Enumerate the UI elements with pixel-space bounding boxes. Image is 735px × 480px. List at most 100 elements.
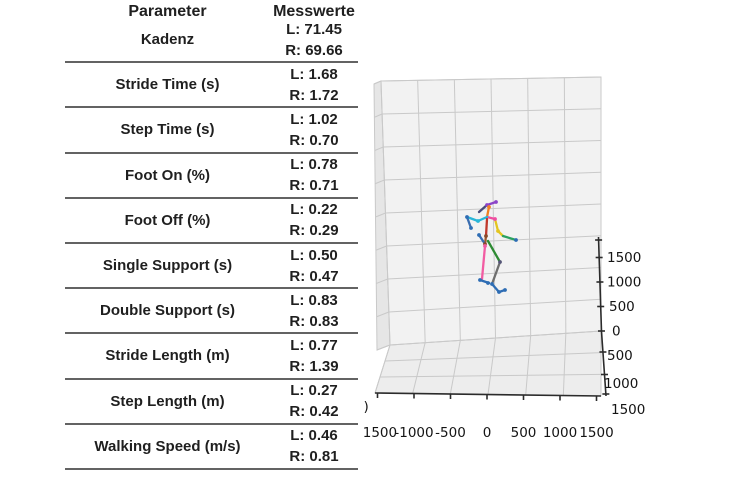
- skeleton-bone: [480, 244, 487, 281]
- value-right: R: 1.72: [289, 86, 339, 104]
- parameter-label: Stride Length (m): [105, 347, 230, 365]
- parameter-label: Foot Off (%): [124, 211, 211, 229]
- header-messwerte: Messwerte: [273, 3, 355, 20]
- table-body: Kadenz L: 71.45 R: 69.66 Stride Time (s)…: [65, 18, 358, 470]
- x-tick-label: -1500: [363, 425, 397, 441]
- skeleton-joint: [496, 229, 500, 233]
- clipped-axis-glyph: ): [364, 399, 369, 415]
- skeleton-bone: [465, 215, 480, 223]
- depth-tick-label: 1000: [604, 376, 638, 392]
- x-tick-label: 1500: [579, 425, 613, 441]
- skeleton-joint: [476, 219, 480, 223]
- value-left: L: 1.68: [290, 65, 338, 83]
- skeleton-joint: [469, 226, 473, 230]
- skeleton-bone: [486, 239, 502, 264]
- plot-axes: [374, 236, 610, 401]
- value-right: R: 0.47: [289, 267, 339, 285]
- depth-tick-label: 500: [607, 348, 633, 364]
- x-tick-label: -1000: [394, 425, 433, 441]
- table-row: Walking Speed (m/s) L: 0.46 R: 0.81: [65, 425, 358, 470]
- parameter-label: Walking Speed (m/s): [94, 437, 241, 455]
- value-right: R: 1.39: [289, 357, 339, 375]
- parameter-label: Step Time (s): [120, 121, 215, 139]
- plot-tick-labels: 15001000500050010001500-1500-1000-500050…: [363, 250, 645, 441]
- value-right: R: 0.81: [289, 448, 339, 466]
- skeleton-bone: [501, 234, 518, 242]
- parameter-label: Stride Time (s): [115, 76, 220, 94]
- value-left: L: 1.02: [290, 110, 338, 128]
- parameter-values: L: 1.02 R: 0.70: [270, 109, 358, 151]
- skeleton-joint: [494, 200, 498, 204]
- depth-tick-label: 1500: [611, 402, 645, 418]
- value-left: L: 0.50: [290, 246, 338, 264]
- parameter-label: Foot On (%): [125, 166, 210, 184]
- parameter-values: L: 0.27 R: 0.42: [270, 380, 358, 422]
- table-row: Stride Time (s) L: 1.68 R: 1.72: [65, 63, 358, 109]
- plot-panes: [373, 76, 602, 397]
- header-parameter: Parameter: [128, 3, 207, 20]
- parameter-values: L: 0.22 R: 0.29: [270, 199, 358, 241]
- value-left: L: 0.27: [290, 382, 338, 400]
- value-left: L: 0.22: [290, 201, 338, 219]
- skeleton-joint: [497, 290, 501, 294]
- skeleton-joint: [514, 238, 518, 242]
- skeleton-joint: [477, 233, 481, 237]
- skeleton-joint: [478, 278, 482, 282]
- parameter-values: L: 71.45 R: 69.66: [270, 19, 358, 61]
- x-tick-label: 0: [483, 425, 492, 441]
- parameter-values: L: 1.68 R: 1.72: [270, 64, 358, 106]
- table-row: Single Support (s) L: 0.50 R: 0.47: [65, 244, 358, 290]
- z-tick-label: 0: [612, 324, 621, 340]
- skeleton-joint: [483, 244, 487, 248]
- parameter-values: L: 0.50 R: 0.47: [270, 245, 358, 287]
- skeleton-bone: [484, 217, 489, 238]
- table-header: Parameter Messwerte: [65, 3, 358, 21]
- table-row: Double Support (s) L: 0.83 R: 0.83: [65, 289, 358, 335]
- z-tick-label: 500: [609, 299, 635, 315]
- value-right: R: 0.42: [289, 403, 339, 421]
- gait-3d-plot: 15001000500050010001500-1500-1000-500050…: [363, 76, 645, 441]
- parameter-label: Step Length (m): [110, 392, 225, 410]
- skeleton-bone: [493, 217, 500, 233]
- parameter-label: Double Support (s): [100, 302, 235, 320]
- parameter-values: L: 0.46 R: 0.81: [270, 425, 358, 467]
- table-row: Kadenz L: 71.45 R: 69.66: [65, 18, 358, 64]
- skeleton-joint: [498, 260, 502, 264]
- value-left: L: 0.78: [290, 156, 338, 174]
- x-tick-label: 1000: [543, 425, 577, 441]
- x-axis-line: [374, 392, 602, 397]
- table-row: Stride Length (m) L: 0.77 R: 1.39: [65, 334, 358, 380]
- x-tick-label: 500: [511, 425, 537, 441]
- parameter-values: L: 0.83 R: 0.83: [270, 290, 358, 332]
- table-row: Foot On (%) L: 0.78 R: 0.71: [65, 154, 358, 199]
- table-row: Step Time (s) L: 1.02 R: 0.70: [65, 108, 358, 154]
- mocap-skeleton: [465, 200, 518, 294]
- parameter-label: Single Support (s): [102, 257, 233, 275]
- skeleton-joint: [486, 281, 490, 285]
- parameter-label: Kadenz: [140, 31, 195, 49]
- plot-grid: [373, 76, 602, 396]
- value-right: R: 0.71: [289, 177, 339, 195]
- skeleton-bone: [490, 260, 502, 286]
- parameter-values: L: 0.78 R: 0.71: [270, 154, 358, 196]
- value-left: L: 71.45: [286, 20, 342, 38]
- table-row: Foot Off (%) L: 0.22 R: 0.29: [65, 199, 358, 244]
- z-tick-label: 1500: [607, 250, 641, 266]
- table-row: Step Length (m) L: 0.27 R: 0.42: [65, 380, 358, 425]
- value-right: R: 0.70: [289, 131, 339, 149]
- value-right: R: 69.66: [285, 41, 343, 59]
- skeleton-joint: [465, 215, 469, 219]
- skeleton-joint: [503, 288, 507, 292]
- z-tick-label: 1000: [607, 275, 641, 291]
- skeleton-joint: [487, 205, 491, 209]
- skeleton-joint: [493, 217, 497, 221]
- value-right: R: 0.29: [289, 222, 339, 240]
- value-left: L: 0.46: [290, 427, 338, 445]
- skeleton-bone: [465, 215, 473, 230]
- value-right: R: 0.83: [289, 312, 339, 330]
- value-left: L: 0.77: [290, 336, 338, 354]
- back-pane: [380, 76, 602, 346]
- skeleton-joint: [490, 282, 494, 286]
- skeleton-joint: [484, 234, 488, 238]
